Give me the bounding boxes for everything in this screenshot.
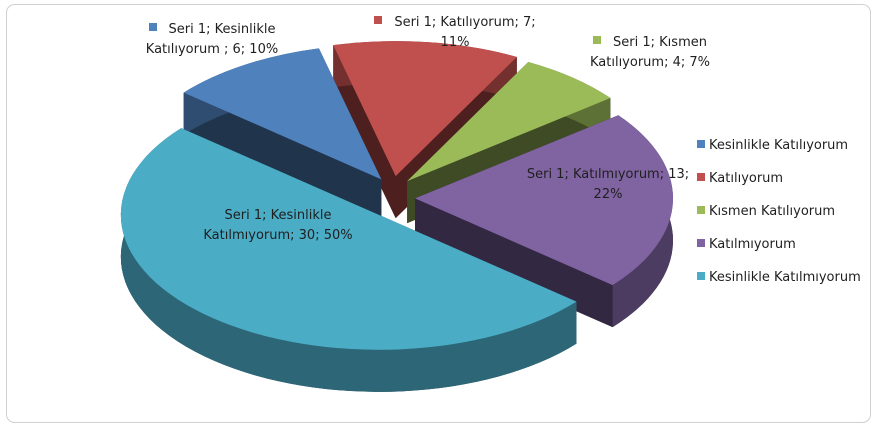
slice-wall	[414, 198, 613, 328]
legend-marker	[697, 206, 705, 214]
legend-marker	[697, 140, 705, 148]
legend-label: Katılmıyorum	[709, 237, 796, 252]
legend-item: Kısmen Katılıyorum	[697, 204, 835, 219]
data-label: Seri 1; Kısmen Katılıyorum; 4; 7%	[575, 33, 725, 73]
legend-label: Kesinlikle Katılıyorum	[709, 138, 849, 153]
data-label-text: Seri 1; Katılıyorum; 7; 11%	[394, 15, 536, 50]
data-label: Seri 1; Kesinlikle Katılıyorum ; 6; 10%	[132, 20, 292, 60]
data-label: Seri 1; Katılıyorum; 7; 11%	[360, 13, 550, 53]
slice	[414, 115, 673, 328]
legend-item: Katılmıyorum	[697, 237, 796, 252]
slice	[120, 128, 577, 350]
data-label-text: Seri 1; Kesinlikle Katılmıyorum; 30; 50%	[203, 208, 353, 243]
legend-label: Kısmen Katılıyorum	[709, 204, 836, 219]
slice-wall	[333, 45, 396, 219]
pie	[120, 41, 673, 392]
slice	[414, 115, 673, 286]
legend-label: Kesinlikle Katılmıyorum	[709, 270, 861, 285]
legend-item: Kesinlikle Katılmıyorum	[697, 270, 861, 285]
legend-item: Kesinlikle Katılıyorum	[697, 138, 848, 153]
legend-label: Katılıyorum	[709, 171, 784, 186]
slice	[407, 61, 611, 182]
legend-marker	[697, 173, 705, 181]
slice-wall	[183, 92, 382, 222]
slice	[120, 128, 577, 392]
legend-marker	[697, 239, 705, 247]
legend-marker	[697, 272, 705, 280]
legend-item: Katılıyorum	[697, 171, 783, 186]
data-label: Seri 1; Katılmıyorum; 13; 22%	[518, 165, 698, 205]
slice	[183, 48, 382, 222]
label-marker	[374, 16, 383, 24]
data-label-text: Seri 1; Kesinlikle Katılıyorum ; 6; 10%	[145, 22, 279, 57]
data-label-text: Seri 1; Kısmen Katılıyorum; 4; 7%	[589, 35, 710, 70]
slice	[183, 48, 382, 180]
label-marker	[593, 36, 602, 44]
data-label-text: Seri 1; Katılmıyorum; 13; 22%	[526, 167, 690, 202]
slice	[333, 41, 517, 177]
data-label: Seri 1; Kesinlikle Katılmıyorum; 30; 50%	[178, 206, 378, 246]
label-marker	[148, 23, 157, 31]
